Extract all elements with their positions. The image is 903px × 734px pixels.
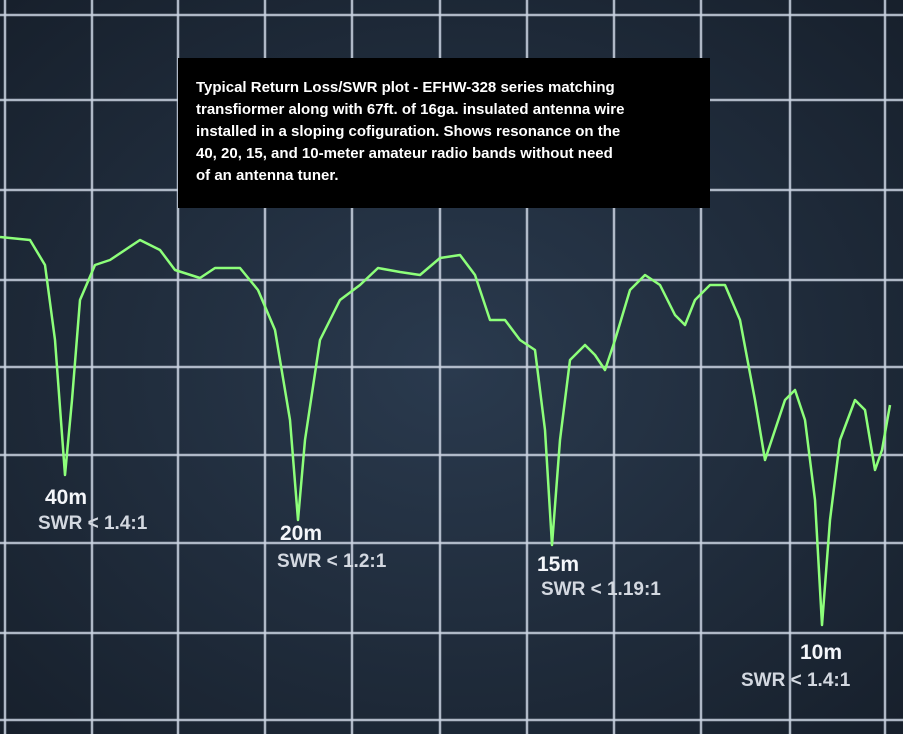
trace: [0, 235, 892, 627]
swr-label: SWR < 1.4:1: [38, 513, 148, 534]
swr-label: SWR < 1.4:1: [741, 670, 851, 691]
swr-label: SWR < 1.19:1: [541, 579, 661, 600]
band-label: 15m: [537, 553, 579, 576]
band-label: 10m: [800, 641, 842, 664]
swr-label: SWR < 1.2:1: [277, 551, 387, 572]
caption-line: installed in a sloping cofiguration. Sho…: [196, 123, 620, 140]
band-label: 20m: [280, 522, 322, 545]
caption-box: [178, 58, 710, 208]
caption-line: transfiormer along with 67ft. of 16ga. i…: [196, 101, 624, 118]
caption-line: 40, 20, 15, and 10-meter amateur radio b…: [196, 145, 613, 162]
caption-line: of an antenna tuner.: [196, 167, 339, 184]
caption-line: Typical Return Loss/SWR plot - EFHW-328 …: [196, 79, 615, 96]
band-label: 40m: [45, 486, 87, 509]
